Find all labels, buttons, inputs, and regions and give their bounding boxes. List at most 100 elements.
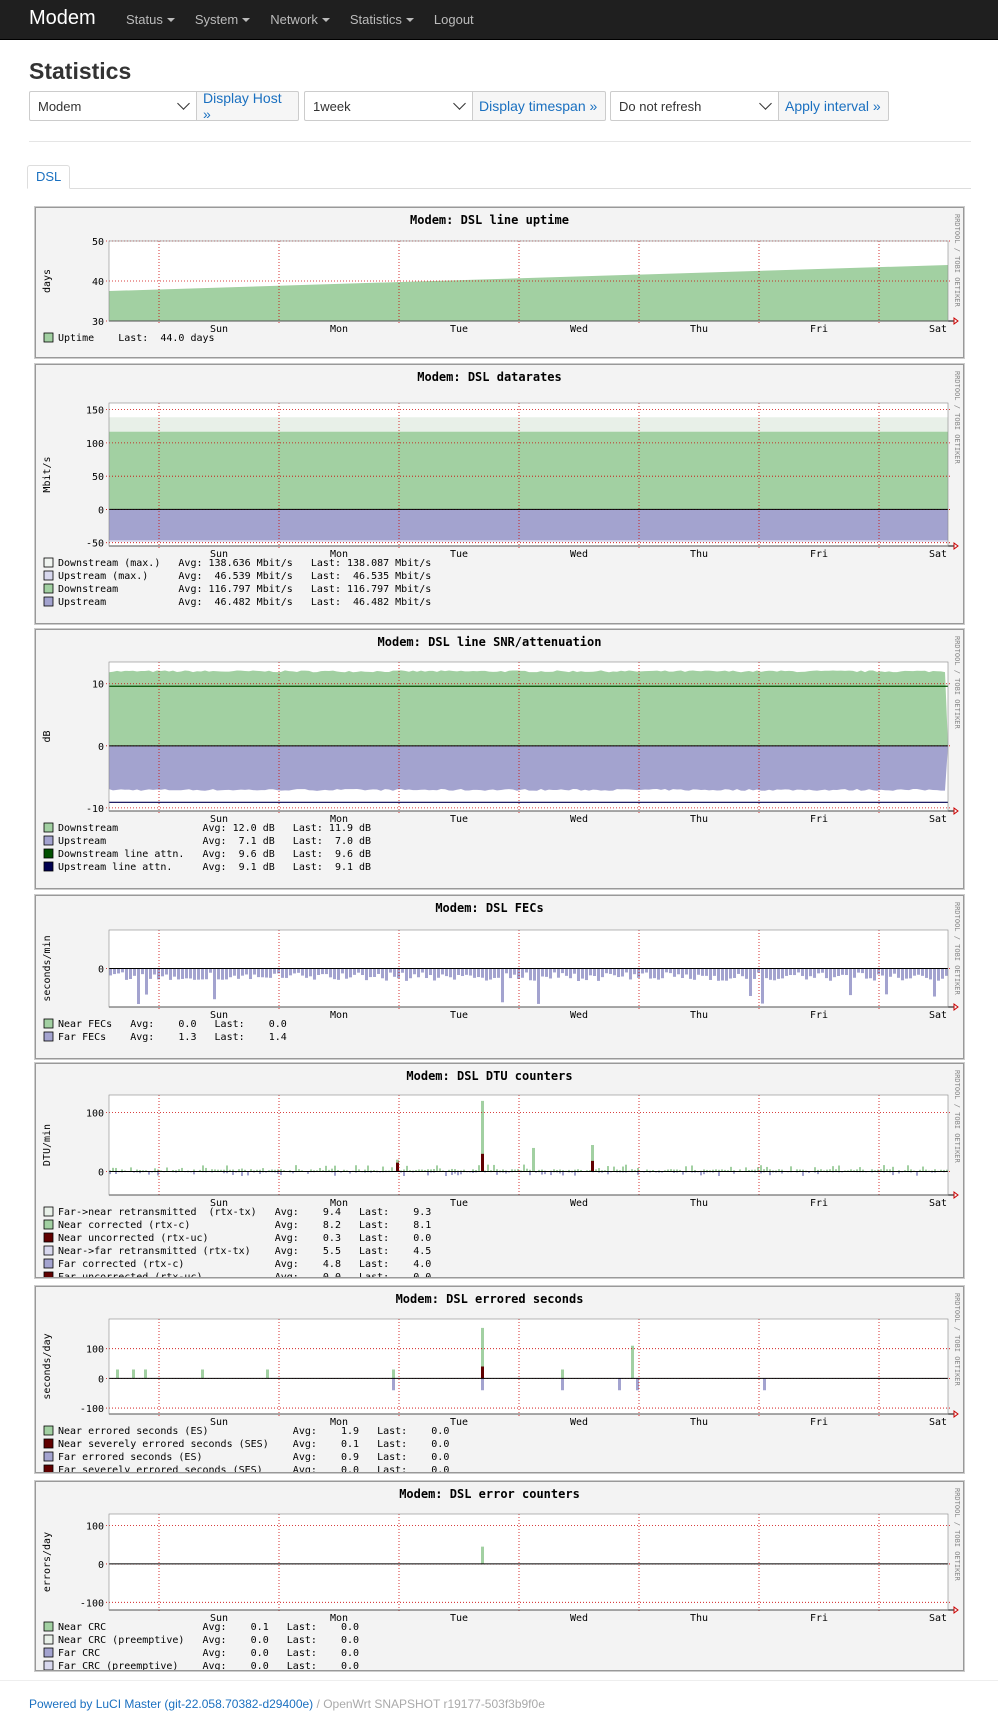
bar-near-corrected <box>652 1169 654 1172</box>
bar-near-corrected <box>181 1167 183 1172</box>
bar-near-corrected <box>877 1169 879 1172</box>
display-timespan-button[interactable]: Display timespan » <box>473 91 606 121</box>
display-host-button[interactable]: Display Host » <box>197 90 299 122</box>
bar-far-fecs <box>737 968 740 974</box>
bar-far-fecs <box>945 968 948 976</box>
menu-statistics[interactable]: Statistics <box>350 0 414 40</box>
graph-data <box>109 417 948 542</box>
bar-near-corrected <box>625 1164 627 1172</box>
timespan-select[interactable]: 1week <box>304 91 473 121</box>
divider <box>29 141 971 142</box>
legend-swatch <box>43 1438 54 1449</box>
x-tick-label: Sat <box>929 324 947 335</box>
bar-far-corrected <box>241 1171 243 1176</box>
bar-far-corrected <box>931 1171 933 1173</box>
x-tick-label: Wed <box>570 549 588 560</box>
bar-far-fecs <box>717 968 720 981</box>
bar-far-fecs <box>541 968 544 977</box>
bar-far-corrected <box>700 1171 702 1176</box>
legend-entry: Downstream Avg: 12.0 dB Last: 11.9 dB <box>58 823 371 834</box>
bar-near-uncorrected <box>481 1153 484 1172</box>
bar-far-fecs <box>745 968 748 979</box>
bar-near-corrected <box>193 1169 195 1172</box>
bar-near-corrected <box>145 1170 147 1172</box>
bar-near-corrected <box>454 1169 456 1172</box>
chevron-down-icon <box>177 97 190 110</box>
bar-far-corrected <box>403 1171 405 1177</box>
bar-near-corrected <box>838 1165 840 1172</box>
bar-far-fecs <box>225 968 228 980</box>
bar-near-corrected <box>850 1169 852 1172</box>
legend-entry: Downstream Avg: 116.797 Mbit/s Last: 116… <box>58 584 431 595</box>
y-tick-label: 40 <box>92 277 104 288</box>
bar-near-corrected <box>157 1169 159 1172</box>
bar-far-corrected <box>910 1171 912 1173</box>
menu-status[interactable]: Status <box>126 0 175 40</box>
bar-near-corrected <box>202 1165 204 1172</box>
bar-near-corrected <box>751 1169 753 1172</box>
bar-far-fecs <box>385 968 388 981</box>
timespan-control: 1week Display timespan » <box>304 91 606 121</box>
bar-far-fecs <box>269 968 272 978</box>
bar-far-fecs <box>117 968 120 974</box>
bar-far-fecs <box>125 968 128 980</box>
menu-network[interactable]: Network <box>270 0 330 40</box>
legend-swatch <box>43 848 54 859</box>
legend-entry: Near corrected (rtx-c) Avg: 8.2 Last: 8.… <box>58 1220 431 1231</box>
y-axis-label: Mbit/s <box>42 456 53 492</box>
bar-far-corrected <box>673 1171 675 1173</box>
bar-far-fecs <box>545 968 548 977</box>
bar-far-fecs <box>757 968 760 973</box>
menu-logout[interactable]: Logout <box>434 0 474 40</box>
bar-far-es <box>763 1378 766 1391</box>
x-tick-label: Mon <box>330 1613 348 1624</box>
bar-far-fecs <box>501 968 504 1003</box>
legend-entry: Near->far retransmitted (rtx-tx) Avg: 5.… <box>58 1246 431 1257</box>
brand-logo[interactable]: Modem <box>29 7 96 29</box>
bar-far-fecs <box>901 968 904 981</box>
bar-near-corrected <box>283 1170 285 1172</box>
bar-far-es <box>618 1378 621 1391</box>
apply-interval-button[interactable]: Apply interval » <box>779 91 889 121</box>
bar-far-fecs <box>733 968 736 978</box>
bar-near-corrected <box>175 1170 177 1172</box>
x-tick-label: Fri <box>810 814 828 825</box>
bar-far-fecs <box>265 968 268 978</box>
bar-near-corrected <box>502 1169 504 1172</box>
graph-data <box>116 1327 766 1391</box>
graph-title: Modem: DSL datarates <box>417 370 562 384</box>
bar-far-corrected <box>712 1171 714 1173</box>
graph-title: Modem: DSL error counters <box>399 1487 580 1501</box>
bar-far-corrected <box>892 1171 894 1176</box>
bar-near-corrected <box>217 1169 219 1172</box>
bar-near-corrected <box>496 1169 498 1172</box>
bar-near-corrected <box>745 1167 747 1172</box>
bar-far-fecs <box>861 968 864 974</box>
menu-system[interactable]: System <box>195 0 251 40</box>
x-tick-label: Tue <box>450 1198 468 1209</box>
bar-far-fecs <box>729 968 732 979</box>
bar-far-corrected <box>232 1171 234 1175</box>
bar-far-fecs <box>237 968 240 979</box>
bar-near-corrected <box>328 1169 330 1172</box>
bar-far-corrected <box>544 1171 546 1175</box>
bar-far-fecs <box>217 968 220 980</box>
tab-dsl[interactable]: DSL <box>27 165 71 189</box>
bar-far-fecs <box>937 968 940 981</box>
bar-far-corrected <box>277 1171 279 1174</box>
bar-far-corrected <box>307 1171 309 1174</box>
bar-near-corrected <box>778 1169 780 1172</box>
bar-near-corrected <box>400 1170 402 1172</box>
bar-far-fecs <box>505 968 508 974</box>
luci-link[interactable]: Powered by LuCI Master (git-22.058.70382… <box>29 1697 314 1711</box>
bar-near-corrected <box>601 1170 603 1172</box>
refresh-select[interactable]: Do not refresh <box>610 91 779 121</box>
bar-far-corrected <box>502 1171 504 1173</box>
bar-near-corrected <box>289 1170 291 1172</box>
x-tick-label: Fri <box>810 1010 828 1021</box>
host-select[interactable]: Modem <box>29 91 197 121</box>
bar-far-fecs <box>941 968 944 979</box>
x-tick-label: Tue <box>450 1417 468 1428</box>
bar-near-corrected <box>205 1167 207 1172</box>
bar-near-corrected <box>322 1170 324 1172</box>
